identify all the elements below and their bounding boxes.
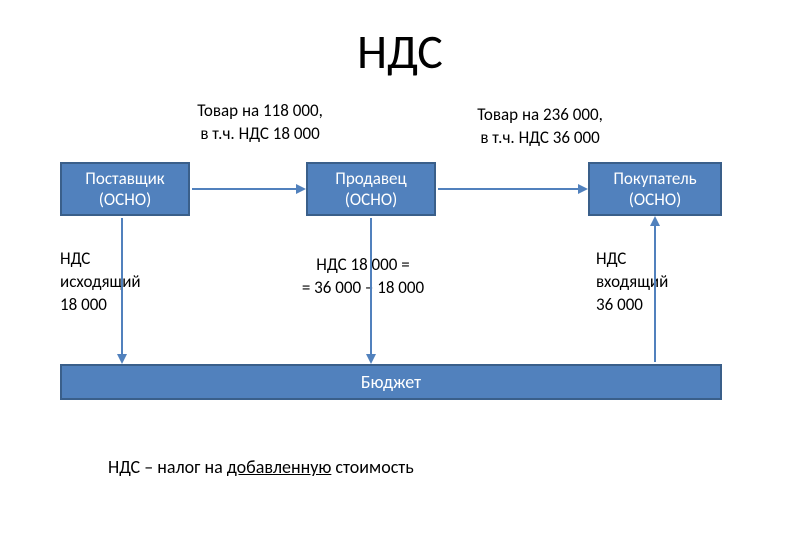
- node-buyer-line1: Покупатель: [613, 168, 696, 189]
- label-mid-left-line3: 18 000: [60, 294, 170, 317]
- footnote-suffix: стоимость: [331, 456, 413, 478]
- label-mid-left-line2: исходящий: [60, 271, 170, 294]
- node-budget-label: Бюджет: [361, 371, 421, 393]
- label-mid-right-line3: 36 000: [596, 294, 706, 317]
- label-mid-right-line2: входящий: [596, 271, 706, 294]
- label-top-left-line1: Товар на 118 000,: [160, 100, 360, 123]
- label-mid-center-line2: = 36 000 – 18 000: [268, 277, 458, 300]
- label-top-left: Товар на 118 000, в т.ч. НДС 18 000: [160, 100, 360, 146]
- node-seller-line1: Продавец: [335, 168, 406, 189]
- node-seller: Продавец (ОСНО): [306, 162, 436, 216]
- label-top-right-line2: в т.ч. НДС 36 000: [440, 127, 640, 150]
- node-supplier-line1: Поставщик: [85, 168, 164, 189]
- label-top-left-line2: в т.ч. НДС 18 000: [160, 123, 360, 146]
- page-title: НДС: [0, 22, 800, 81]
- label-mid-center: НДС 18 000 = = 36 000 – 18 000: [268, 254, 458, 300]
- label-mid-left: НДС исходящий 18 000: [60, 248, 170, 317]
- label-mid-right-line1: НДС: [596, 248, 706, 271]
- label-mid-right: НДС входящий 36 000: [596, 248, 706, 317]
- node-buyer-line2: (ОСНО): [629, 189, 681, 210]
- node-supplier-line2: (ОСНО): [99, 189, 151, 210]
- label-top-right: Товар на 236 000, в т.ч. НДС 36 000: [440, 104, 640, 150]
- node-supplier: Поставщик (ОСНО): [60, 162, 190, 216]
- label-mid-center-line1: НДС 18 000 =: [268, 254, 458, 277]
- footnote-prefix: НДС – налог на: [108, 456, 227, 478]
- node-buyer: Покупатель (ОСНО): [588, 162, 722, 216]
- footnote: НДС – налог на добавленную стоимость: [108, 456, 414, 478]
- node-budget: Бюджет: [60, 364, 722, 400]
- label-mid-left-line1: НДС: [60, 248, 170, 271]
- node-seller-line2: (ОСНО): [345, 189, 397, 210]
- label-top-right-line1: Товар на 236 000,: [440, 104, 640, 127]
- footnote-underlined: добавленную: [227, 456, 332, 478]
